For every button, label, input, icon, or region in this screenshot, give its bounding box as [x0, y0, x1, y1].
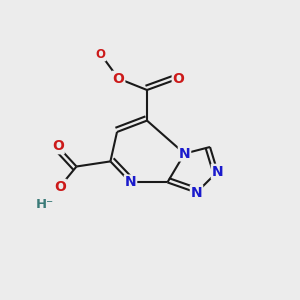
Text: O: O [172, 72, 184, 86]
Text: O: O [52, 140, 64, 153]
Text: N: N [212, 165, 223, 178]
Text: O: O [112, 72, 124, 86]
Text: O: O [95, 47, 106, 61]
Text: N: N [191, 186, 202, 200]
Text: N: N [125, 176, 136, 189]
Text: H⁻: H⁻ [35, 197, 53, 211]
Text: N: N [179, 147, 190, 160]
Text: O: O [54, 180, 66, 194]
